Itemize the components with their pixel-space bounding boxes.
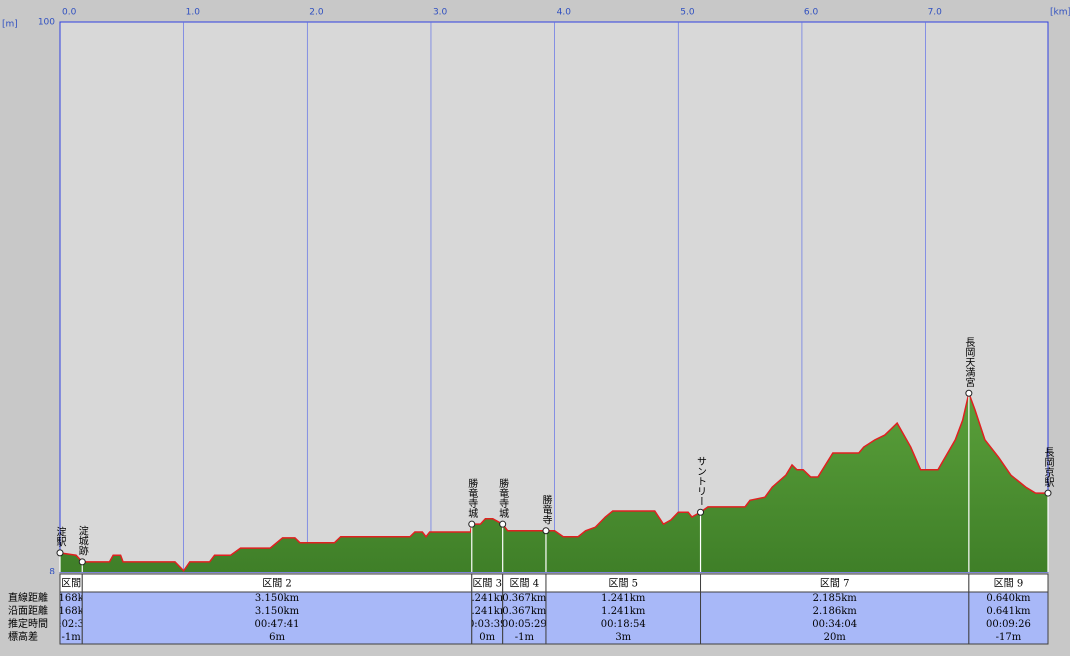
segment-cell: 0m [479, 632, 495, 643]
y-unit: [m] [2, 20, 18, 30]
x-unit: [km] [1050, 8, 1070, 18]
waypoint-label: 勝竜寺 [540, 494, 552, 525]
waypoint-label: 勝竜寺城 [497, 477, 509, 519]
segment: 区間 7 2.185km 2.186km 00:34:04 20m [812, 578, 857, 644]
profile-line [59, 390, 1048, 572]
waypoint-marker [1044, 489, 1052, 497]
waypoint-label: サントリー [695, 456, 707, 506]
segment-cell: -1m [515, 632, 535, 643]
segment-cell: 168k [59, 593, 85, 604]
x-tick-label: 6.0 [804, 8, 819, 18]
segment-cell: 168k [59, 606, 85, 617]
waypoint-marker [499, 520, 507, 528]
waypoint-label: 淀城跡 [76, 525, 88, 557]
x-tick-label: 0.0 [62, 8, 77, 18]
waypoint-label: 長岡京駅 [1042, 447, 1054, 488]
segment-cell: 0:03:39 [468, 619, 507, 630]
segment-cell: 20m [824, 632, 847, 643]
segment-cell: 2.185km [813, 593, 858, 604]
waypoint-marker [78, 558, 86, 566]
area-fill [60, 393, 1048, 572]
segment-label: 区間 5 [608, 578, 638, 590]
segment-cell: -1m [62, 632, 82, 643]
row-header: 沿面距離 [8, 604, 48, 617]
y-tick-label: 8 [49, 568, 55, 578]
segment-cell: 3.150km [255, 593, 300, 604]
waypoint-label: 長岡天満宮 [963, 337, 975, 388]
segment-cell: 2.186km [813, 606, 858, 617]
segment-cell: 6m [269, 632, 285, 643]
segment: 区間 2 3.150km 3.150km 00:47:41 6m [255, 578, 300, 644]
segment-label: 区間 3 [472, 578, 502, 590]
segment-cell: 0.241km [465, 606, 510, 617]
segment-cell: 0.241km [465, 593, 510, 604]
segment-cell: 1.241km [601, 606, 646, 617]
segment-cell: 1.241km [601, 593, 646, 604]
segment-cell: 00:18:54 [601, 619, 646, 630]
segment-cell: -17m [996, 632, 1022, 643]
segment-label: 区間 4 [510, 578, 540, 590]
waypoint-label: 勝竜寺城 [466, 477, 478, 519]
segment-cell: 0.641km [986, 606, 1031, 617]
waypoint-label: 淀駅 [54, 526, 66, 548]
waypoint-marker [697, 508, 705, 516]
segment: 区間 3 0.241km 0.241km 0:03:39 0m [465, 578, 510, 644]
segment-cell: 00:09:26 [986, 619, 1031, 630]
waypoint-marker [542, 527, 550, 535]
data-cell [502, 591, 547, 645]
segment-cell: 0.367km [502, 593, 547, 604]
segment-cell: 00:34:04 [812, 619, 857, 630]
segment-cell: :02:3 [58, 619, 84, 630]
data-cell [968, 591, 1049, 645]
data-cell [545, 591, 702, 645]
segment-label: 区間 2 [262, 578, 292, 590]
x-tick-label: 7.0 [928, 8, 943, 18]
x-tick-label: 3.0 [433, 8, 448, 18]
segment-cell: 00:47:41 [255, 619, 300, 630]
segment-cell: 00:05:29 [502, 619, 547, 630]
x-tick-label: 5.0 [680, 8, 695, 18]
segment-label: 区間 7 [820, 578, 850, 590]
segment: 区間 9 0.640km 0.641km 00:09:26 -17m [986, 578, 1031, 644]
waypoint-marker [965, 389, 973, 397]
x-tick-label: 1.0 [186, 8, 201, 18]
segment-cell: 3m [615, 632, 631, 643]
data-cell [700, 591, 970, 645]
row-header: 直線距離 [8, 591, 48, 604]
segment-cell: 0.640km [986, 593, 1031, 604]
y-tick-label: 100 [38, 18, 55, 28]
segment: 区間 4 0.367km 0.367km 00:05:29 -1m [502, 578, 547, 644]
x-tick-label: 4.0 [557, 8, 572, 18]
row-header: 推定時間 [8, 617, 48, 630]
segment-cell: 3.150km [255, 606, 300, 617]
segment-label: 区間 [61, 578, 81, 590]
segment: 区間 5 1.241km 1.241km 00:18:54 3m [601, 578, 646, 644]
waypoint-marker [56, 549, 64, 557]
segment-label: 区間 9 [994, 578, 1024, 590]
segment: 区間 168k 168k :02:3 -1m [58, 578, 85, 644]
row-header: 標高差 [8, 630, 38, 643]
x-tick-label: 2.0 [309, 8, 324, 18]
waypoint-marker [468, 520, 476, 528]
segment-cell: 0.367km [502, 606, 547, 617]
